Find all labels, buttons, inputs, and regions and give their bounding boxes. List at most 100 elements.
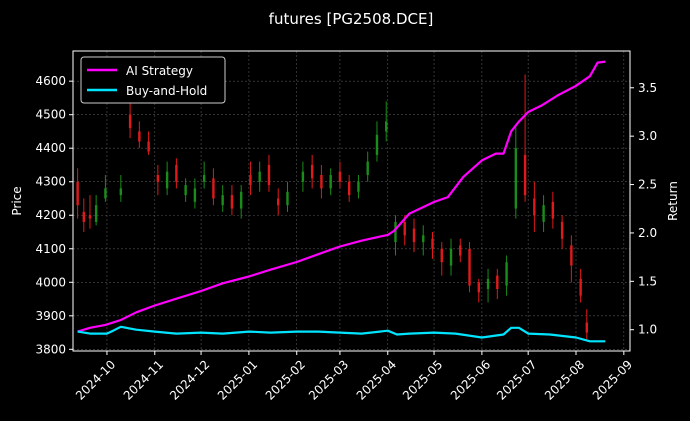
candle: [459, 238, 462, 263]
candle-body: [570, 245, 573, 266]
candle: [104, 175, 107, 202]
candle-body: [496, 275, 499, 289]
candle-body: [523, 154, 527, 196]
left-tick-label: 4600: [35, 74, 66, 88]
candle-body: [579, 278, 582, 296]
candle-body: [366, 161, 369, 176]
candle-body: [385, 121, 388, 132]
candle: [212, 168, 215, 206]
candle-body: [449, 248, 453, 266]
legend-label-ai-strategy: AI Strategy: [126, 64, 193, 78]
candlestick-series: [76, 74, 588, 340]
candle: [579, 268, 582, 303]
legend-label-buy-and-hold: Buy-and-Hold: [126, 84, 207, 98]
right-tick-label: 2.0: [638, 226, 657, 240]
candle: [385, 101, 388, 142]
candle: [486, 268, 490, 303]
candle: [119, 175, 123, 202]
right-tick-label: 3.5: [638, 81, 657, 95]
candle-body: [477, 282, 480, 293]
candle: [301, 161, 305, 192]
candle: [184, 178, 187, 202]
candle-body: [301, 171, 305, 182]
candle-body: [394, 221, 397, 243]
candle-body: [486, 278, 490, 289]
candle: [533, 181, 536, 233]
candle: [585, 309, 588, 340]
candle: [422, 225, 425, 256]
candle-body: [533, 198, 536, 216]
candle: [477, 278, 480, 303]
candle-body: [258, 171, 261, 182]
candle-body: [514, 148, 518, 209]
candle: [239, 185, 243, 219]
candle: [277, 188, 280, 216]
candle: [449, 238, 453, 276]
candle: [338, 161, 342, 189]
candle-body: [82, 211, 86, 222]
plot-frame: [72, 50, 631, 352]
candle: [249, 161, 252, 196]
candle-body: [286, 191, 289, 206]
left-tick-label: 3900: [35, 309, 66, 323]
left-tick-label: 4300: [35, 175, 66, 189]
candle: [523, 74, 527, 202]
candle-body: [138, 131, 141, 142]
candle-body: [329, 175, 332, 189]
buy-and-hold-line: [77, 325, 606, 343]
candle: [505, 255, 508, 296]
candle: [496, 268, 499, 300]
candle-body: [175, 164, 178, 182]
candle: [357, 175, 360, 199]
candle: [138, 121, 141, 149]
candle-body: [431, 238, 434, 249]
candle: [310, 154, 314, 189]
candle: [570, 235, 573, 283]
candle-body: [320, 175, 323, 189]
candle-body: [249, 175, 252, 186]
candle-body: [88, 215, 92, 219]
candle-body: [221, 195, 224, 206]
candle: [347, 175, 351, 202]
candle: [542, 195, 545, 233]
candle-body: [202, 175, 206, 182]
candle: [394, 215, 397, 256]
candle-body: [193, 188, 197, 202]
candle-body: [403, 221, 406, 236]
candle: [193, 178, 197, 209]
candle-body: [94, 205, 98, 222]
candle-body: [156, 175, 160, 182]
candle-body: [347, 181, 351, 196]
candle: [76, 168, 79, 219]
candle-body: [147, 141, 150, 152]
candle: [560, 215, 564, 249]
candle-body: [119, 188, 123, 196]
left-tick-label: 3800: [35, 342, 66, 356]
left-tick-label: 4100: [35, 242, 66, 256]
candle: [202, 161, 206, 189]
candle: [88, 195, 92, 229]
candle-body: [338, 171, 342, 182]
candle: [468, 242, 471, 293]
chart-title: futures [PG2508.DCE]: [269, 10, 434, 28]
candle: [175, 158, 178, 189]
candle-body: [551, 201, 555, 219]
candle-body: [505, 262, 508, 286]
right-y-axis-label: Return: [666, 181, 680, 221]
candle-body: [459, 245, 462, 256]
candle-body: [128, 114, 132, 129]
candle: [230, 185, 234, 216]
candle: [514, 124, 518, 219]
candle-body: [357, 181, 360, 192]
candle: [267, 154, 271, 192]
candle-body: [165, 171, 169, 189]
candle: [94, 195, 98, 226]
candle-body: [542, 205, 545, 222]
candle: [440, 242, 443, 276]
right-tick-label: 1.5: [638, 274, 657, 288]
ai-strategy-line: [77, 60, 606, 333]
candle: [412, 218, 416, 253]
candle-body: [440, 248, 443, 263]
candle: [286, 181, 289, 212]
